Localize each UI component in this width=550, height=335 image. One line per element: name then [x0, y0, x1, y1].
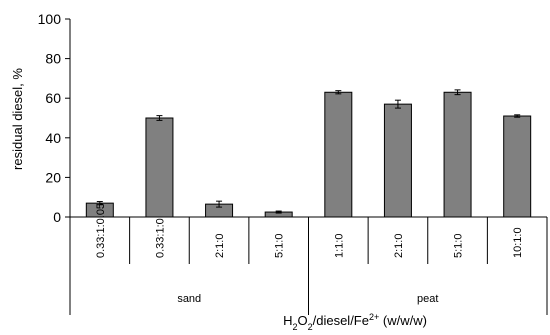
x-title-part-4: (w/w/w): [379, 313, 427, 328]
category-label: 0.33:1:0: [154, 218, 166, 258]
y-tick-label: 80: [45, 51, 61, 67]
error-bars: [96, 89, 521, 214]
bar: [503, 115, 532, 218]
x-axis-title: H2O2/diesel/Fe2+ (w/w/w): [283, 312, 427, 330]
y-axis-title: residual diesel, %: [10, 68, 25, 170]
y-tick-label: 60: [45, 90, 61, 106]
category-label: 10:1:0: [512, 227, 524, 258]
category-label: 5:1:0: [274, 234, 286, 258]
group-label: sand: [177, 293, 201, 305]
bar: [443, 91, 472, 218]
category-label: 2:1:0: [214, 234, 226, 258]
axes: [65, 18, 548, 315]
labels: 0 20 40 60 80 100 0.33:1:0.05 0.33:1:0 2:1:0 5:1:…: [38, 11, 525, 305]
y-tick-label: 20: [45, 169, 61, 185]
group-label: peat: [417, 293, 438, 305]
x-title-part-3: /diesel/Fe: [313, 313, 369, 328]
bar: [145, 117, 174, 218]
x-title-sub-2: 2: [308, 322, 313, 330]
bar: [324, 91, 353, 218]
x-title-sub-1: 2: [292, 322, 297, 330]
x-title-part-1: H: [283, 313, 292, 328]
category-label: 1:1:0: [333, 234, 345, 258]
y-tick-label: 0: [53, 209, 61, 225]
category-label: 0.33:1:0.05: [95, 203, 107, 258]
y-tick-label: 40: [45, 130, 61, 146]
category-label: 2:1:0: [393, 234, 405, 258]
bars: [85, 91, 532, 218]
x-title-sup: 2+: [369, 312, 379, 322]
category-label: 5:1:0: [453, 234, 465, 258]
x-title-part-2: O: [297, 313, 307, 328]
bar: [383, 103, 412, 218]
y-tick-label: 100: [38, 11, 62, 27]
